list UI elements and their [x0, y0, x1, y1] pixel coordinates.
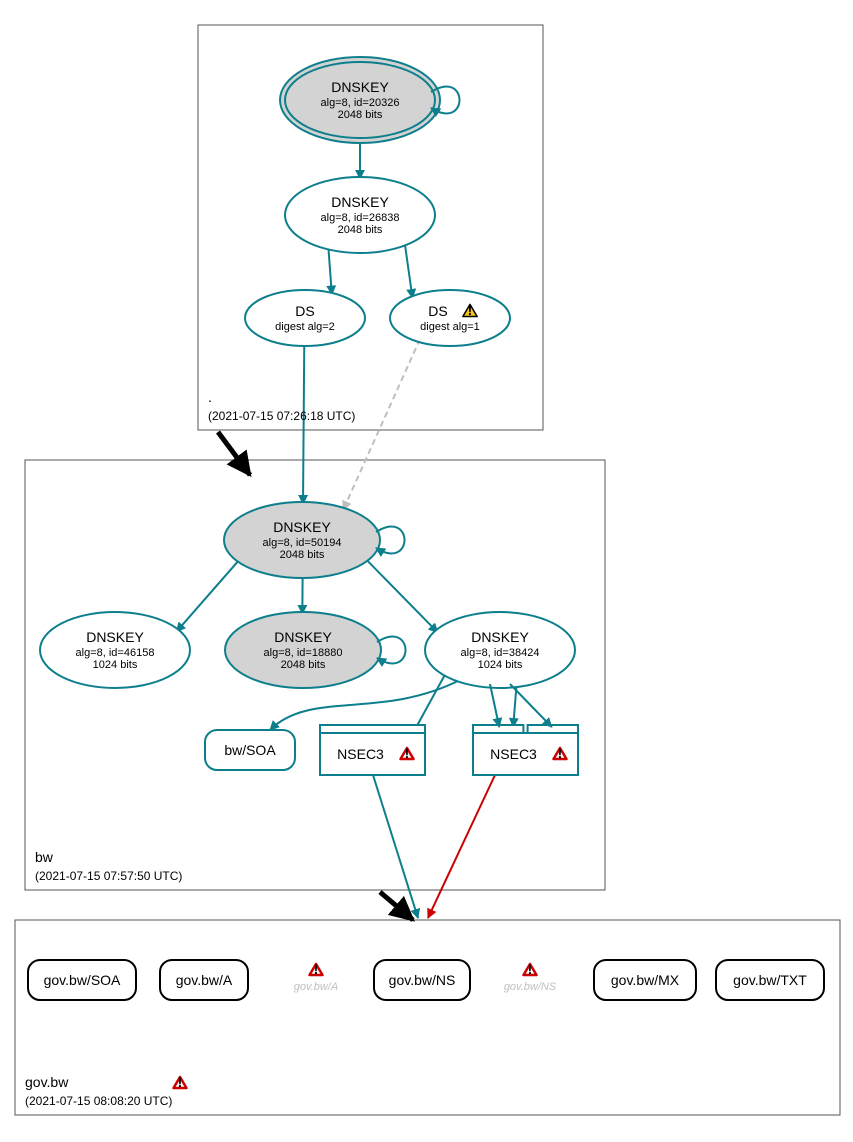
edge-ds2-bwKSK	[303, 343, 304, 504]
svg-text:DNSKEY: DNSKEY	[274, 629, 332, 645]
svg-text:NSEC3: NSEC3	[337, 746, 384, 762]
delegation-arrow	[380, 892, 413, 920]
svg-text:NSEC3: NSEC3	[490, 746, 537, 762]
zone-bw-time: (2021-07-15 07:57:50 UTC)	[35, 869, 182, 883]
edge-rootZSK-ds2	[328, 245, 332, 294]
svg-text:DNSKEY: DNSKEY	[86, 629, 144, 645]
edge	[373, 775, 418, 918]
svg-text:!: !	[528, 961, 533, 977]
svg-text:DNSKEY: DNSKEY	[471, 629, 529, 645]
svg-text:alg=8, id=46158: alg=8, id=46158	[76, 647, 155, 659]
svg-text:2048 bits: 2048 bits	[338, 109, 383, 121]
svg-text:1024 bits: 1024 bits	[478, 659, 523, 671]
svg-text:gov.bw/MX: gov.bw/MX	[611, 972, 680, 988]
svg-text:DNSKEY: DNSKEY	[273, 519, 331, 535]
svg-text:DS: DS	[428, 303, 447, 319]
svg-text:gov.bw/SOA: gov.bw/SOA	[44, 972, 121, 988]
svg-text:alg=8, id=18880: alg=8, id=18880	[264, 647, 343, 659]
svg-text:!: !	[558, 745, 563, 761]
svg-text:alg=8, id=26838: alg=8, id=26838	[321, 212, 400, 224]
svg-text:!: !	[314, 961, 319, 977]
delegation-arrow	[218, 432, 250, 475]
svg-text:DNSKEY: DNSKEY	[331, 79, 389, 95]
zone-govbw-time: (2021-07-15 08:08:20 UTC)	[25, 1094, 172, 1108]
svg-text:2048 bits: 2048 bits	[338, 224, 383, 236]
faded-gov-bw-A: gov.bw/A	[294, 981, 338, 993]
edge-rootZSK-ds1	[404, 241, 412, 298]
node-ds1	[390, 290, 510, 346]
edge-bwKSK-bwK3	[363, 557, 437, 633]
edge-bwK3-nsecB2	[510, 684, 552, 727]
svg-text:!: !	[468, 302, 473, 318]
svg-text:alg=8, id=38424: alg=8, id=38424	[461, 647, 540, 659]
svg-text:digest alg=1: digest alg=1	[420, 321, 480, 333]
faded-gov-bw-NS: gov.bw/NS	[504, 981, 557, 993]
edge	[428, 775, 495, 918]
edge-ds1-bwKSK	[343, 339, 420, 510]
svg-text:gov.bw/NS: gov.bw/NS	[389, 972, 456, 988]
zone-govbw-label: gov.bw	[25, 1074, 69, 1090]
zone-govbw-box	[15, 920, 840, 1115]
zone-root-time: (2021-07-15 07:26:18 UTC)	[208, 409, 355, 423]
svg-text:alg=8, id=50194: alg=8, id=50194	[263, 537, 342, 549]
svg-text:gov.bw/TXT: gov.bw/TXT	[733, 972, 807, 988]
svg-text:2048 bits: 2048 bits	[280, 549, 325, 561]
svg-text:!: !	[405, 745, 410, 761]
svg-text:digest alg=2: digest alg=2	[275, 321, 335, 333]
svg-text:2048 bits: 2048 bits	[281, 659, 326, 671]
svg-text:alg=8, id=20326: alg=8, id=20326	[321, 97, 400, 109]
svg-text:gov.bw/A: gov.bw/A	[176, 972, 233, 988]
svg-text:bw/SOA: bw/SOA	[224, 742, 276, 758]
edge-bwK3-nsecB1	[490, 684, 499, 727]
svg-text:DS: DS	[295, 303, 314, 319]
zone-root-label: .	[208, 389, 212, 405]
dnsviz-diagram: DNSKEYalg=8, id=203262048 bitsDNSKEYalg=…	[0, 0, 853, 1142]
svg-text:1024 bits: 1024 bits	[93, 659, 138, 671]
svg-text:DNSKEY: DNSKEY	[331, 194, 389, 210]
edge-bwKSK-bwK1	[176, 557, 241, 631]
svg-text:!: !	[178, 1074, 183, 1090]
zone-bw-label: bw	[35, 849, 54, 865]
